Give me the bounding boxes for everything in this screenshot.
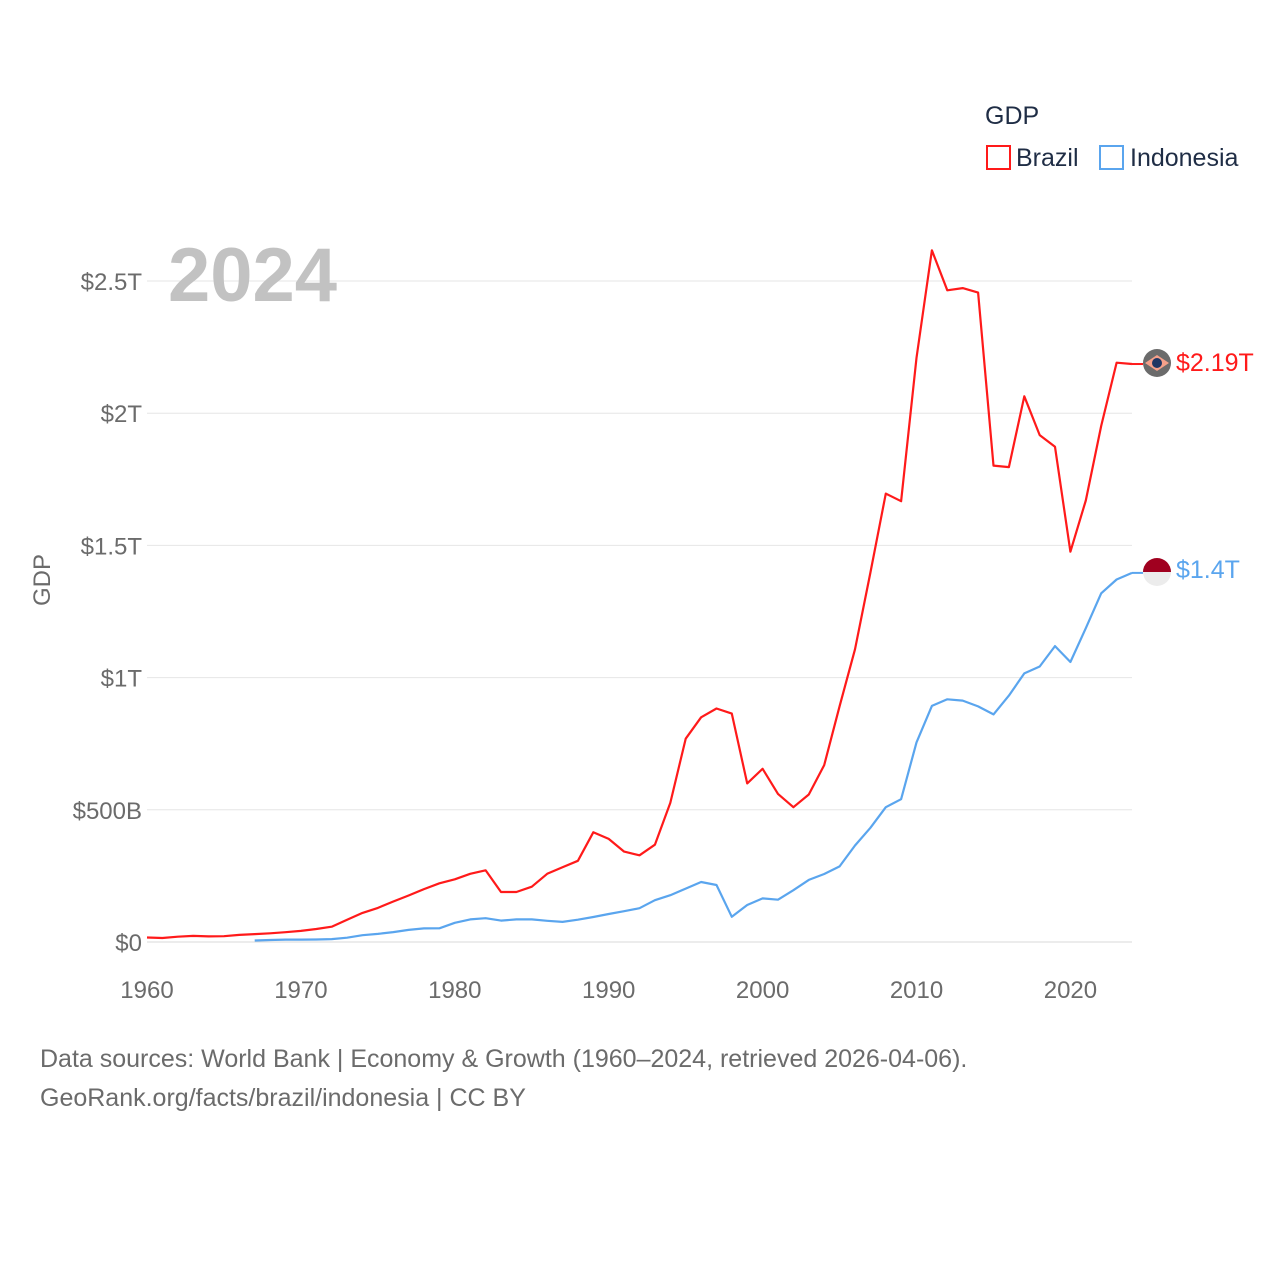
y-tick-label: $2.5T [81,269,143,296]
legend-label: Brazil [1016,144,1079,172]
brazil-flag-icon [1143,349,1171,377]
x-tick-label: 1960 [120,977,173,1004]
y-axis-label: GDP [29,554,56,606]
x-tick-label: 2010 [890,977,943,1004]
x-tick-label: 1970 [274,977,327,1004]
series-line-brazil[interactable] [146,249,1133,940]
end-label-brazil: $2.19T [1176,349,1254,377]
x-tick-label: 2020 [1044,977,1097,1004]
legend-item-brazil[interactable]: Brazil [986,144,1079,172]
legend-item-indonesia[interactable]: Indonesia [1099,144,1239,172]
y-tick-label: $0 [115,930,142,957]
y-tick-label: $1T [101,666,143,693]
indonesia-flag-icon [1143,558,1171,586]
series-line-indonesia[interactable] [254,571,1133,942]
y-tick-label: $2T [101,401,143,428]
y-tick-label: $1.5T [81,533,143,560]
end-label-indonesia: $1.4T [1176,556,1240,584]
legend-title: GDP [985,102,1039,130]
source-note: Data sources: World Bank | Economy & Gro… [40,1045,968,1073]
x-tick-label: 1990 [582,977,635,1004]
y-tick-label: $500B [73,798,142,825]
source-link[interactable]: GeoRank.org/facts/brazil/indonesia | CC … [40,1084,526,1112]
legend-label: Indonesia [1130,144,1239,172]
x-tick-label: 2000 [736,977,789,1004]
legend-swatch [986,145,1011,170]
year-label: 2024 [168,233,337,318]
x-tick-label: 1980 [428,977,481,1004]
legend-swatch [1099,145,1124,170]
